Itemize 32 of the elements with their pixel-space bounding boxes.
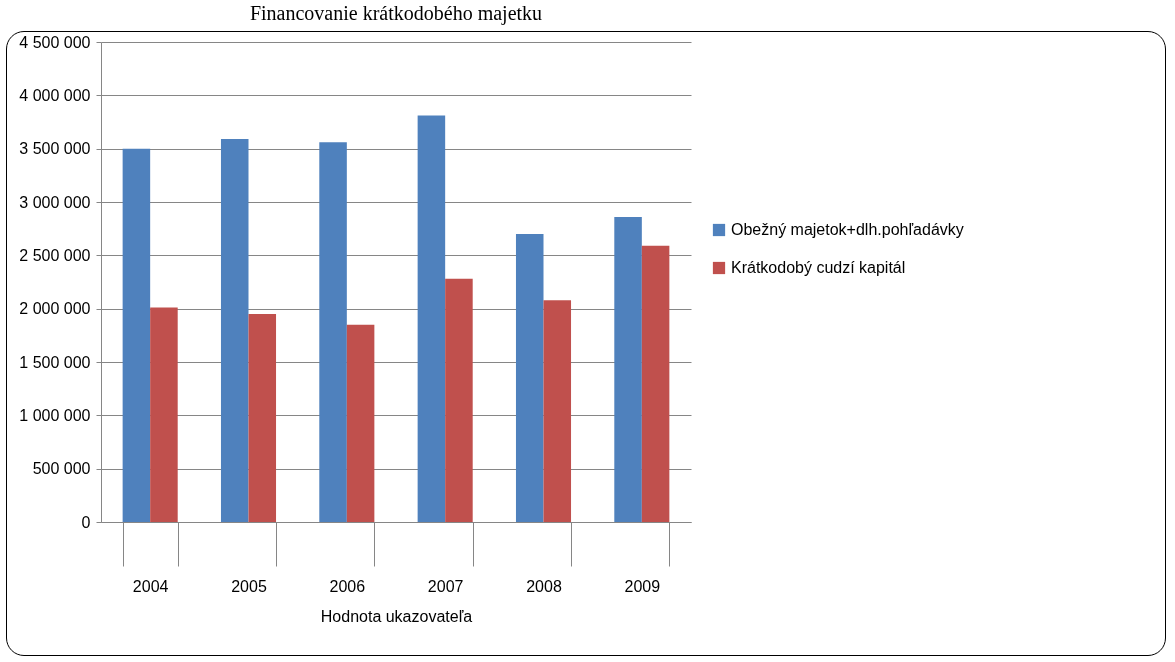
- legend-label: Obežný majetok+dlh.pohľadávky: [731, 221, 964, 238]
- bar: [220, 139, 249, 522]
- bar: [248, 314, 277, 522]
- bar: [515, 234, 544, 522]
- bar: [641, 245, 670, 522]
- x-tick-label: 2009: [624, 577, 661, 595]
- y-tick-label: 3 000 000: [19, 193, 91, 211]
- y-tick-label: 1 500 000: [19, 353, 91, 371]
- y-tick-label: 1 000 000: [19, 406, 91, 424]
- bar: [543, 300, 572, 522]
- x-axis-title: Hodnota ukazovateľa: [320, 607, 473, 625]
- y-tick-label: 0: [81, 513, 91, 531]
- y-tick-label: 4 000 000: [19, 86, 91, 104]
- bar: [319, 142, 347, 522]
- x-tick-label: 2005: [231, 577, 267, 595]
- bar: [614, 216, 642, 522]
- chart-title: Financovanie krátkodobého majetku: [249, 2, 543, 25]
- y-tick-label: 2 500 000: [19, 246, 91, 264]
- y-tick-label: 3 500 000: [19, 140, 91, 158]
- bar: [150, 307, 178, 522]
- x-tick-label: 2007: [427, 577, 464, 595]
- x-tick-label: 2004: [132, 577, 169, 595]
- bar: [346, 324, 375, 522]
- y-tick-label: 4 500 000: [19, 33, 91, 51]
- y-tick-label: 2 000 000: [19, 300, 91, 318]
- bar: [122, 148, 151, 522]
- x-tick-label: 2006: [329, 577, 366, 595]
- x-tick-label: 2008: [526, 577, 562, 595]
- legend-label: Krátkodobý cudzí kapitál: [731, 259, 906, 276]
- y-tick-label: 500 000: [32, 460, 91, 478]
- bar: [417, 115, 446, 522]
- bar: [445, 278, 473, 522]
